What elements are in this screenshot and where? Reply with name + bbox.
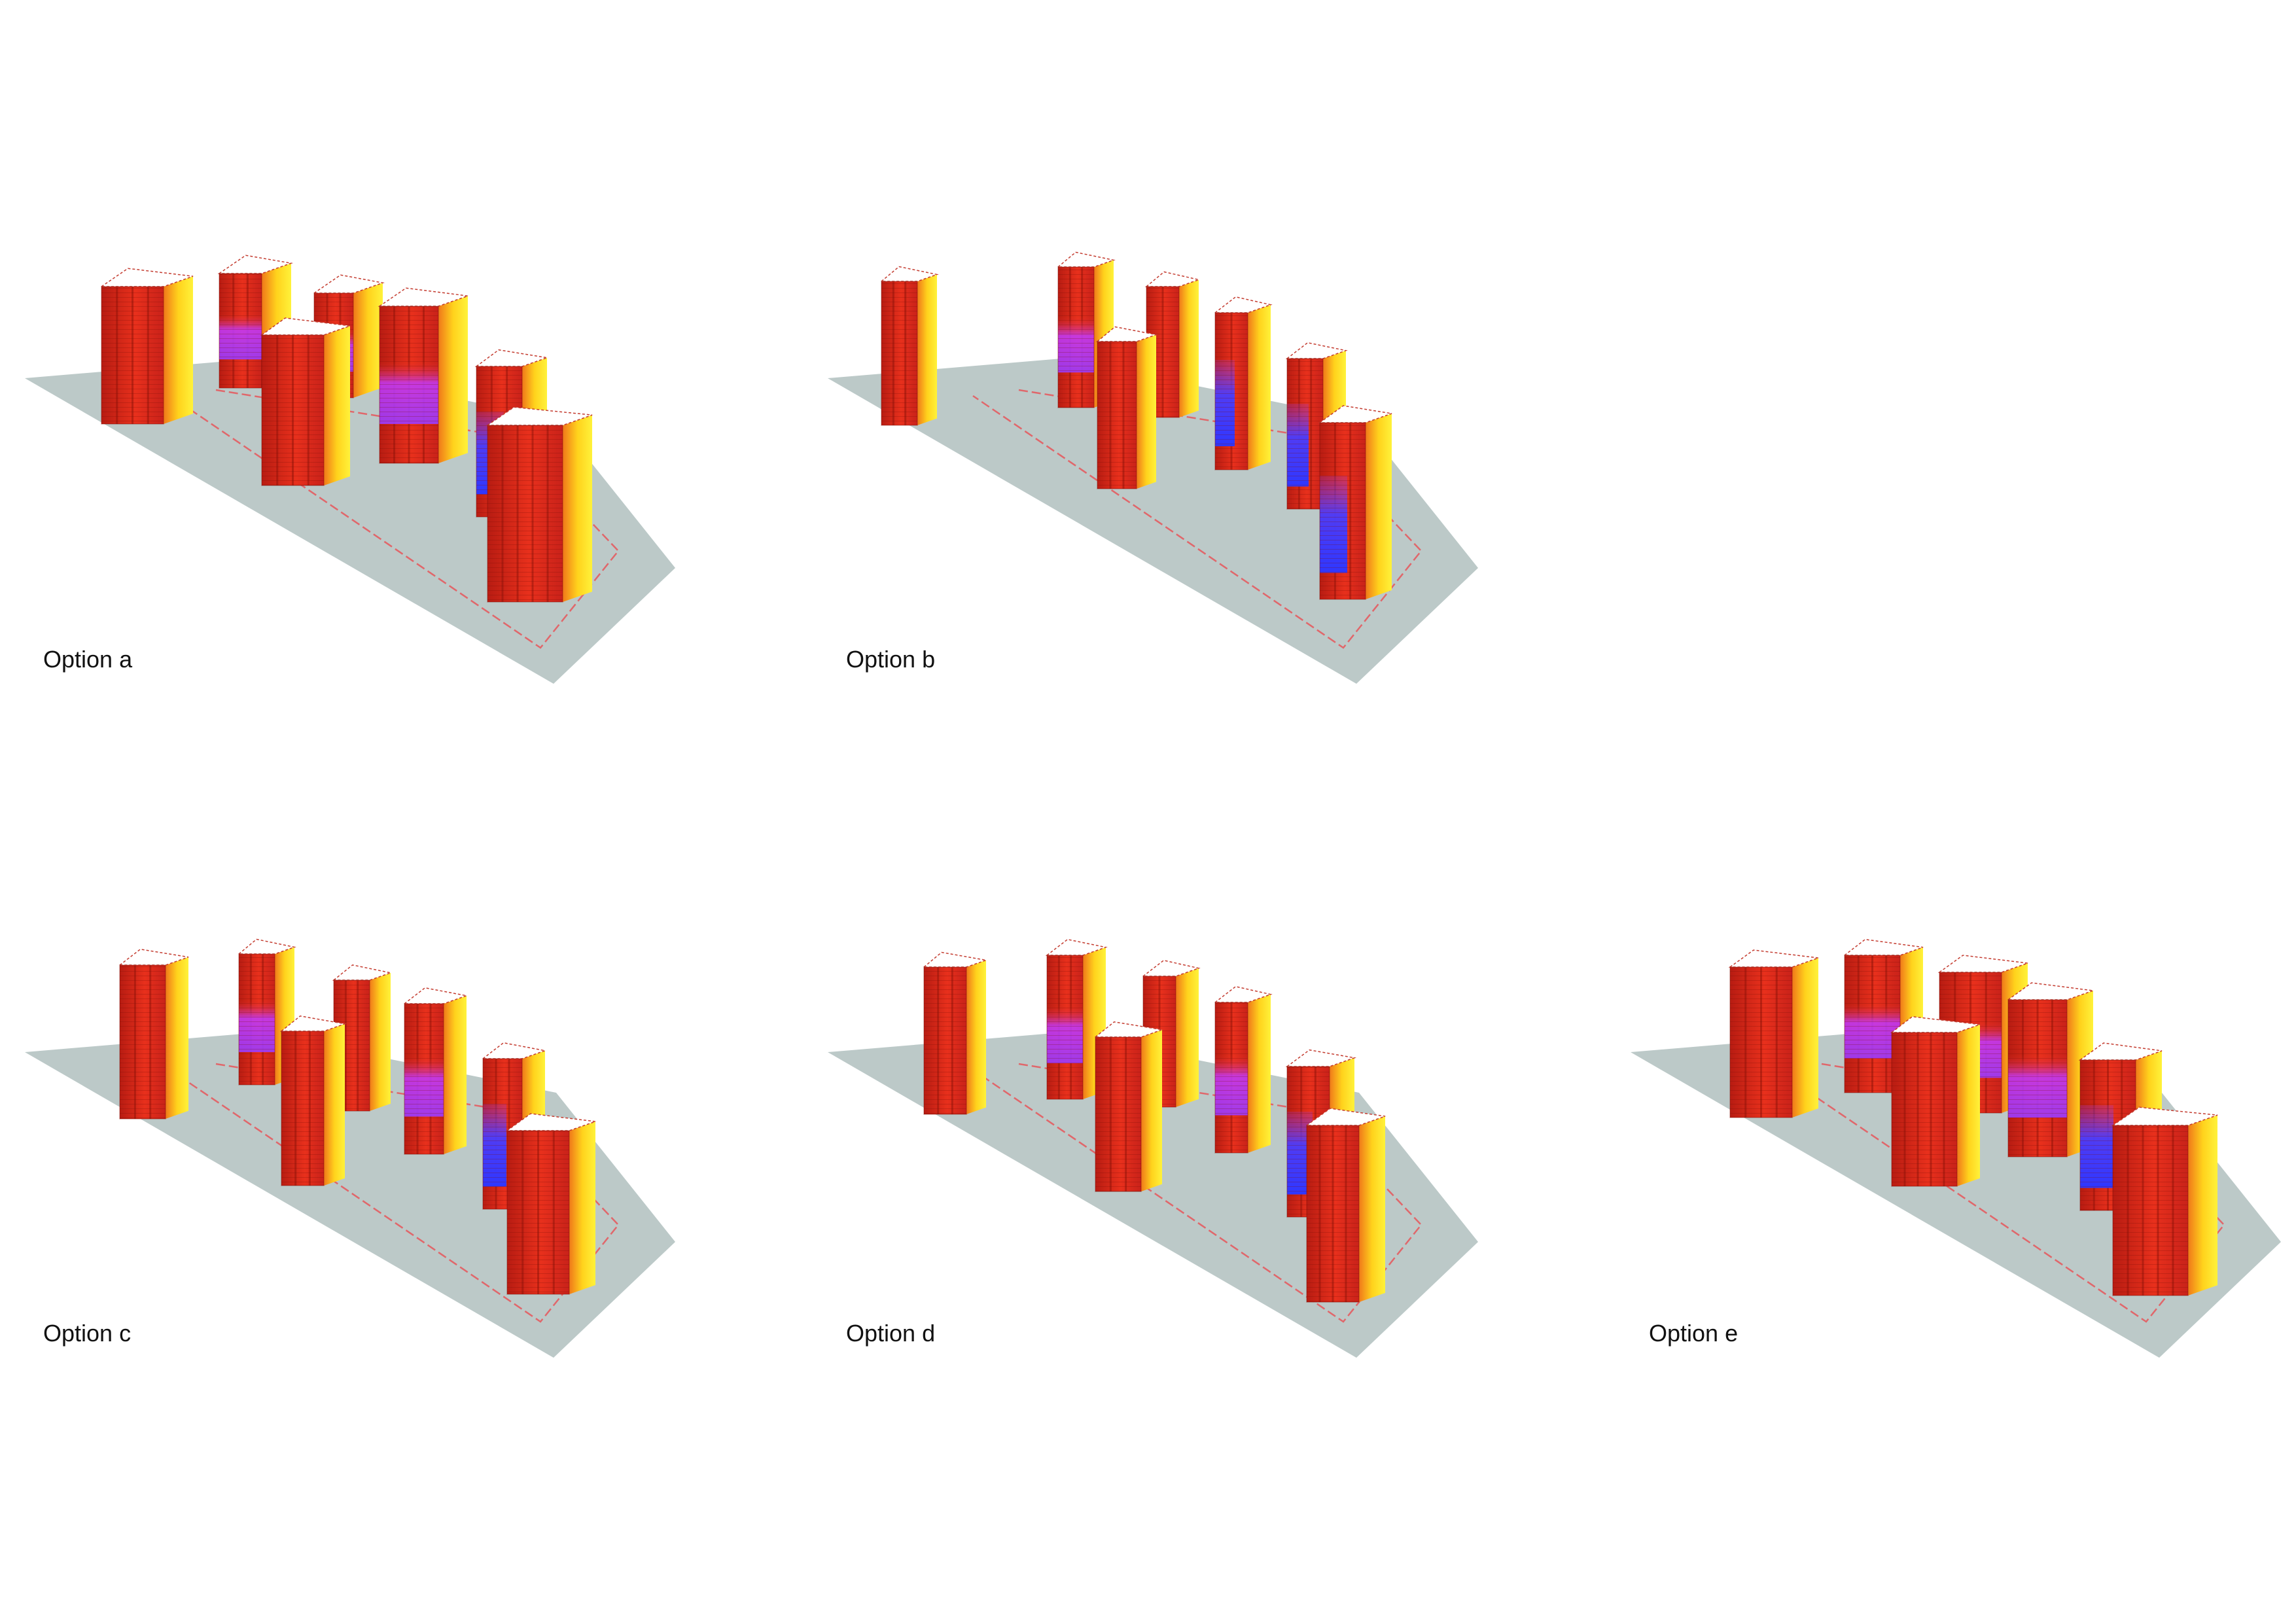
option-e-panel [1631, 938, 2281, 1358]
option-d-label: Option d [846, 1320, 935, 1347]
option-c-label: Option c [43, 1320, 131, 1347]
option-e-label: Option e [1649, 1320, 1738, 1347]
tower-block [505, 1113, 596, 1295]
option-b-label: Option b [846, 646, 935, 673]
tower-block [378, 287, 468, 464]
tower-block [237, 938, 296, 1086]
tower-block [1318, 405, 1392, 600]
tower-block [1093, 1021, 1163, 1192]
tower-block [260, 317, 351, 486]
tower-block [402, 987, 468, 1155]
tower-block [279, 1015, 347, 1186]
option-a-panel [25, 255, 675, 684]
tower-block [217, 255, 293, 389]
tower-block [118, 948, 189, 1120]
option-b-panel [828, 251, 1478, 684]
tower-block [1213, 985, 1273, 1154]
tower-block [1305, 1108, 1386, 1303]
tower-block [1213, 296, 1273, 470]
tower-block [486, 406, 593, 603]
tower-block [1843, 938, 1924, 1093]
tower-block [1095, 326, 1158, 489]
tower-block [922, 951, 988, 1115]
option-c-panel [25, 938, 675, 1358]
tower-block [1728, 949, 1819, 1118]
tower-block [879, 266, 939, 426]
tower-block [2111, 1106, 2218, 1296]
tower-block [1045, 938, 1108, 1100]
option-d-panel [828, 938, 1478, 1358]
tower-block [99, 268, 194, 425]
tower-block [1890, 1015, 1981, 1187]
option-a-label: Option a [43, 646, 133, 673]
